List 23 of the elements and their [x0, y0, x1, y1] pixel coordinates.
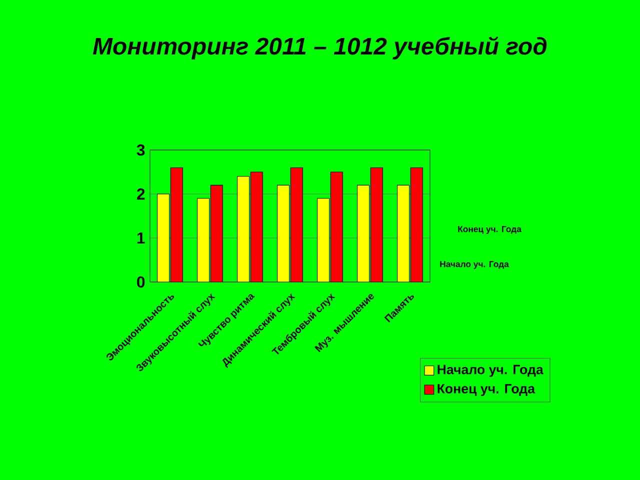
text: Начало уч. Года — [440, 261, 509, 269]
y-tick-label: 2 — [136, 188, 145, 200]
bar — [317, 198, 330, 282]
bar — [250, 172, 263, 282]
text: Конец уч. Года — [458, 226, 522, 234]
legend-label: Конец уч. Года — [438, 384, 536, 396]
bar — [330, 172, 343, 282]
y-tick-label: 1 — [137, 232, 145, 244]
y-tick-label: 3 — [136, 144, 145, 156]
legend-label: Начало уч. Года — [438, 364, 544, 377]
bar — [357, 184, 370, 282]
bar — [290, 167, 303, 282]
bar — [237, 176, 250, 282]
chart-title: Мониторинг 2011 – 1012 учебный год — [92, 36, 547, 60]
bar — [157, 194, 170, 282]
y-tick-label: 0 — [137, 276, 145, 288]
bar — [410, 167, 423, 282]
bar — [210, 184, 223, 282]
bar — [197, 198, 210, 282]
bar — [397, 184, 410, 282]
bar — [277, 184, 290, 282]
bar — [170, 167, 183, 282]
bar — [370, 167, 383, 282]
